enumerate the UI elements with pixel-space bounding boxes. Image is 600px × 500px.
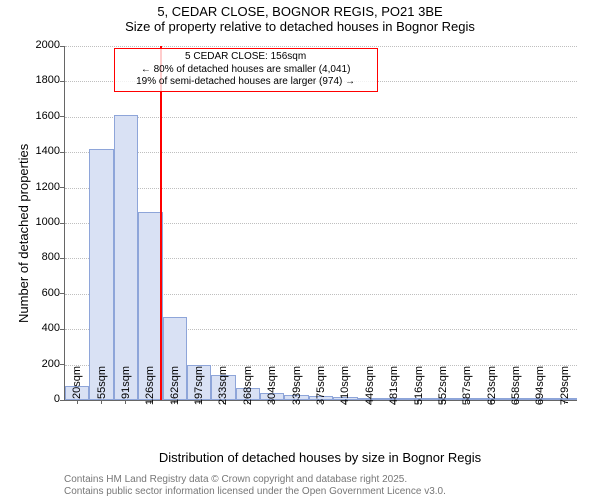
x-ticklabel: 126sqm <box>144 366 156 406</box>
annotation-box: 5 CEDAR CLOSE: 156sqm← 80% of detached h… <box>114 48 378 92</box>
y-tickmark <box>60 187 64 188</box>
x-ticklabel: 268sqm <box>242 366 254 406</box>
gridline-h <box>65 188 577 189</box>
histogram-bar <box>114 115 138 400</box>
x-ticklabel: 552sqm <box>437 366 449 406</box>
x-ticklabel: 623sqm <box>486 366 498 406</box>
y-tickmark <box>60 364 64 365</box>
y-ticklabel: 1800 <box>36 74 60 86</box>
gridline-h <box>65 46 577 47</box>
chart-title: 5, CEDAR CLOSE, BOGNOR REGIS, PO21 3BE S… <box>0 4 600 34</box>
y-ticklabel: 1600 <box>36 110 60 122</box>
y-tickmark <box>60 258 64 259</box>
x-ticklabel: 658sqm <box>510 366 522 406</box>
y-axis-title: Number of detached properties <box>16 144 31 323</box>
annotation-line1: 5 CEDAR CLOSE: 156sqm <box>119 51 373 64</box>
x-ticklabel: 446sqm <box>364 366 376 406</box>
x-ticklabel: 304sqm <box>266 366 278 406</box>
y-tickmark <box>60 329 64 330</box>
x-ticklabel: 587sqm <box>461 366 473 406</box>
x-axis-title: Distribution of detached houses by size … <box>64 450 576 465</box>
x-ticklabel: 20sqm <box>71 366 83 406</box>
histogram-bar <box>89 149 113 400</box>
legal-text: Contains HM Land Registry data © Crown c… <box>0 474 600 498</box>
chart-container: 5, CEDAR CLOSE, BOGNOR REGIS, PO21 3BE S… <box>0 0 600 500</box>
x-ticklabel: 55sqm <box>96 366 108 406</box>
y-tickmark <box>60 400 64 401</box>
gridline-h <box>65 152 577 153</box>
y-ticklabel: 1400 <box>36 145 60 157</box>
y-tickmark <box>60 46 64 47</box>
annotation-line3: 19% of semi-detached houses are larger (… <box>119 76 373 89</box>
y-ticklabel: 0 <box>54 393 60 405</box>
x-ticklabel: 375sqm <box>315 366 327 406</box>
x-ticklabel: 197sqm <box>193 366 205 406</box>
y-ticklabel: 1200 <box>36 181 60 193</box>
y-tickmark <box>60 116 64 117</box>
title-line2: Size of property relative to detached ho… <box>0 19 600 34</box>
x-ticklabel: 481sqm <box>388 366 400 406</box>
x-ticklabel: 694sqm <box>534 366 546 406</box>
y-ticklabel: 600 <box>42 287 60 299</box>
y-ticklabel: 200 <box>42 358 60 370</box>
legal-line2: Contains public sector information licen… <box>64 486 600 498</box>
x-ticklabel: 162sqm <box>169 366 181 406</box>
x-ticklabel: 729sqm <box>559 366 571 406</box>
plot-area: 20sqm55sqm91sqm126sqm162sqm197sqm233sqm2… <box>64 46 577 401</box>
y-tickmark <box>60 223 64 224</box>
annotation-line2: ← 80% of detached houses are smaller (4,… <box>119 64 373 77</box>
y-tickmark <box>60 152 64 153</box>
x-ticklabel: 91sqm <box>120 366 132 406</box>
y-ticklabel: 800 <box>42 251 60 263</box>
y-tickmark <box>60 81 64 82</box>
y-tickmark <box>60 293 64 294</box>
y-ticklabel: 2000 <box>36 39 60 51</box>
x-ticklabel: 233sqm <box>217 366 229 406</box>
x-ticklabel: 339sqm <box>291 366 303 406</box>
legal-line1: Contains HM Land Registry data © Crown c… <box>64 474 600 486</box>
subject-marker-line <box>160 46 162 400</box>
x-ticklabel: 410sqm <box>339 366 351 406</box>
y-ticklabel: 400 <box>42 322 60 334</box>
y-ticklabel: 1000 <box>36 216 60 228</box>
title-line1: 5, CEDAR CLOSE, BOGNOR REGIS, PO21 3BE <box>0 4 600 19</box>
gridline-h <box>65 117 577 118</box>
x-ticklabel: 516sqm <box>413 366 425 406</box>
